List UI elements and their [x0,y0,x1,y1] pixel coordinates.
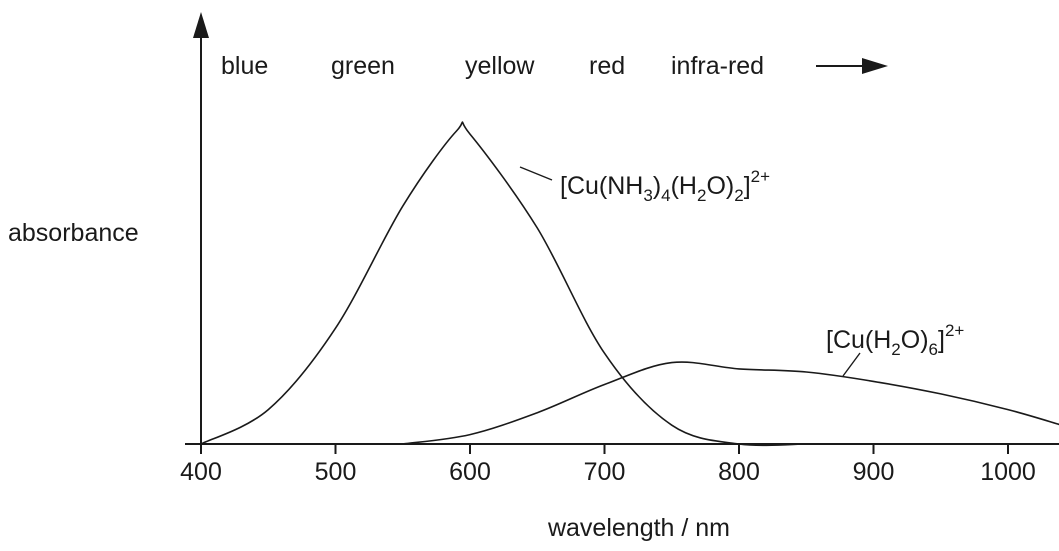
band-label-infrared: infra-red [671,52,764,80]
x-tick-label: 500 [315,458,357,486]
x-axis-label: wavelength / nm [547,514,730,542]
x-ticks: 400 500 600 700 800 900 1000 [180,444,1036,486]
band-label-red: red [589,52,625,80]
x-tick-label: 1000 [980,458,1036,486]
band-label-green: green [331,52,395,80]
x-tick-label: 600 [449,458,491,486]
y-axis-arrowhead [193,12,209,38]
band-label-yellow: yellow [465,52,535,80]
x-tick-label: 900 [853,458,895,486]
series-line-cu-nh3 [200,121,807,447]
x-tick-label: 700 [584,458,626,486]
x-tick-label: 400 [180,458,222,486]
leader-line-cu-nh3 [519,166,553,181]
series-label-cu-nh3: [Cu(NH3)4(H2O)2]2+ [560,167,770,205]
x-tick-label: 800 [718,458,760,486]
leader-line-cu-h2o [842,352,861,377]
series-label-cu-h2o: [Cu(H2O)6]2+ [826,321,964,359]
series-line-cu-h2o [402,361,1059,445]
y-axis-label: absorbance [8,219,139,247]
infrared-arrow-icon [862,58,888,74]
band-label-blue: blue [221,52,268,80]
